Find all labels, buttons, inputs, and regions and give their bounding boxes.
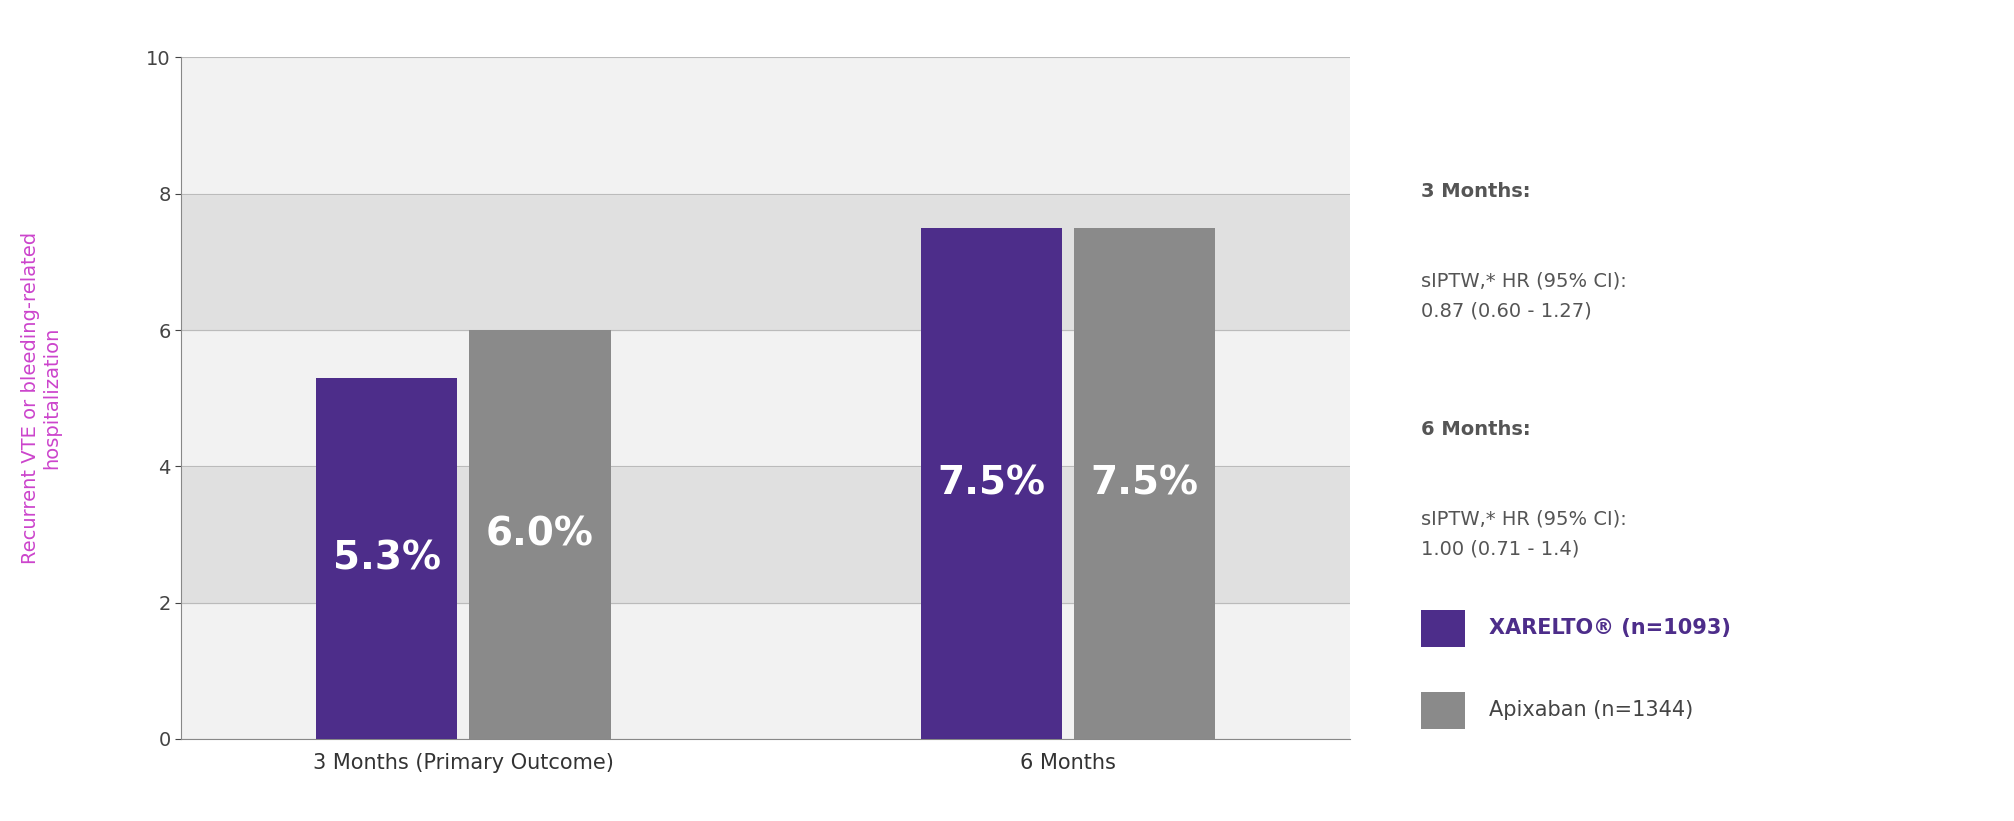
Bar	[181, 466, 1349, 603]
Bar	[920, 227, 1061, 739]
Text: 3 Months:: 3 Months:	[1420, 182, 1529, 201]
Text: 6 Months:: 6 Months:	[1420, 420, 1529, 439]
Text: Apixaban (n=1344): Apixaban (n=1344)	[1488, 700, 1692, 720]
Text: 5.3%: 5.3%	[332, 539, 441, 577]
Text: Recurrent VTE or bleeding-related
hospitalization: Recurrent VTE or bleeding-related hospit…	[20, 232, 62, 564]
Text: 7.5%: 7.5%	[937, 465, 1045, 502]
Text: sIPTW,* HR (95% CI):
1.00 (0.71 - 1.4): sIPTW,* HR (95% CI): 1.00 (0.71 - 1.4)	[1420, 510, 1625, 558]
Bar	[181, 194, 1349, 330]
Text: 7.5%: 7.5%	[1090, 465, 1198, 502]
Text: sIPTW,* HR (95% CI):
0.87 (0.60 - 1.27): sIPTW,* HR (95% CI): 0.87 (0.60 - 1.27)	[1420, 272, 1625, 320]
Text: XARELTO® (n=1093): XARELTO® (n=1093)	[1488, 618, 1730, 638]
Bar	[469, 330, 610, 739]
Bar	[316, 378, 457, 739]
Bar	[181, 330, 1349, 466]
Bar	[1073, 227, 1214, 739]
Text: 6.0%: 6.0%	[485, 516, 594, 553]
Bar	[181, 603, 1349, 739]
Bar	[181, 57, 1349, 194]
